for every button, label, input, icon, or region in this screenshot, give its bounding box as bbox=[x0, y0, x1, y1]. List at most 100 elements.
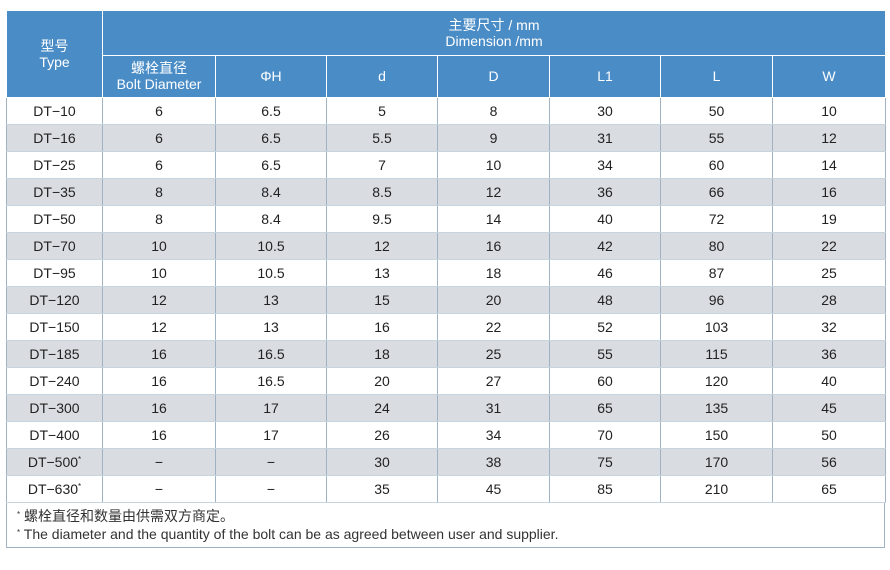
w-cell: 14 bbox=[771, 151, 887, 179]
d-large-cell: 25 bbox=[437, 340, 550, 368]
bolt-diameter-cell: 16 bbox=[102, 367, 216, 395]
bolt-diameter-cell: 16 bbox=[102, 340, 216, 368]
bolt-diameter-cell: 10 bbox=[102, 259, 216, 287]
l1-cell: 46 bbox=[549, 259, 661, 287]
table-row: DT−185 16 16.5 18 25 55 115 36 bbox=[6, 340, 887, 368]
l1-cell: 55 bbox=[549, 340, 661, 368]
table-row: DT−240 16 16.5 20 27 60 120 40 bbox=[6, 367, 887, 395]
col-header-w: W bbox=[771, 54, 887, 98]
d-small-cell: 15 bbox=[326, 286, 438, 314]
type-cell: DT−95 bbox=[6, 259, 103, 287]
col-header-d-small: d bbox=[326, 54, 438, 98]
w-cell: 50 bbox=[771, 421, 887, 449]
type-value: DT−120 bbox=[29, 292, 80, 308]
dimension-header-en: Dimension /mm bbox=[445, 32, 543, 49]
type-value: DT−500 bbox=[27, 454, 79, 470]
type-cell: DT−630* bbox=[6, 475, 103, 503]
w-cell: 10 bbox=[771, 97, 887, 125]
w-cell: 56 bbox=[771, 448, 887, 476]
d-small-cell: 7 bbox=[326, 151, 438, 179]
d-small-cell: 35 bbox=[326, 475, 438, 503]
d-large-cell: 14 bbox=[437, 205, 550, 233]
phi-h-cell: 16.5 bbox=[215, 340, 327, 368]
phi-h-cell: 13 bbox=[215, 313, 327, 341]
col-header-d-large: D bbox=[437, 54, 550, 98]
w-cell: 25 bbox=[771, 259, 887, 287]
phi-h-cell: 10.5 bbox=[215, 232, 327, 260]
footnote-mark: * bbox=[17, 528, 21, 537]
l-cell: 66 bbox=[660, 178, 773, 206]
bolt-diameter-cell: 16 bbox=[102, 394, 216, 422]
table-row: DT−500* − −30 38 75 170 56 bbox=[6, 448, 887, 476]
type-header: 型号 Type bbox=[6, 10, 103, 98]
type-cell: DT−35 bbox=[6, 178, 103, 206]
footnote-zh-text: 螺栓直径和数量由供需双方商定。 bbox=[24, 508, 235, 524]
l1-cell: 34 bbox=[549, 151, 661, 179]
type-header-en: Type bbox=[39, 54, 70, 70]
type-cell: DT−25 bbox=[6, 151, 103, 179]
w-cell: 22 bbox=[771, 232, 887, 260]
footnote-en-text: The diameter and the quantity of the bol… bbox=[23, 526, 559, 542]
bolt-diameter-cell: 12 bbox=[102, 313, 216, 341]
bolt-diameter-cell: 6 bbox=[102, 124, 216, 152]
l-cell: 87 bbox=[660, 259, 773, 287]
type-header-zh: 型号 bbox=[40, 38, 69, 54]
phi-h-cell: 6.5 bbox=[215, 97, 327, 125]
d-large-cell: 18 bbox=[437, 259, 550, 287]
type-cell: DT−185 bbox=[6, 340, 103, 368]
d-large-cell: 10 bbox=[437, 151, 550, 179]
type-value: DT−25 bbox=[33, 157, 76, 173]
l1-cell: 52 bbox=[549, 313, 661, 341]
d-large-cell: 8 bbox=[437, 97, 550, 125]
d-large-cell: 16 bbox=[437, 232, 550, 260]
w-cell: 16 bbox=[771, 178, 887, 206]
phi-h-cell: − bbox=[215, 475, 327, 503]
type-value: DT−35 bbox=[33, 184, 76, 200]
w-cell: 40 bbox=[771, 367, 887, 395]
d-large-cell: 38 bbox=[437, 448, 550, 476]
type-value: DT−50 bbox=[33, 211, 76, 227]
type-value: DT−10 bbox=[33, 103, 76, 119]
table-row: DT−630* − −35 45 85 210 65 bbox=[6, 475, 887, 503]
d-small-cell: 5.5 bbox=[326, 124, 438, 152]
type-cell: DT−70 bbox=[6, 232, 103, 260]
l-cell: 170 bbox=[660, 448, 773, 476]
bolt-diameter-cell: 6 bbox=[102, 97, 216, 125]
footnote: * 螺栓直径和数量由供需双方商定。 * The diameter and the… bbox=[6, 503, 885, 548]
w-cell: 28 bbox=[771, 286, 887, 314]
d-large-cell: 9 bbox=[437, 124, 550, 152]
type-cell: DT−500* bbox=[6, 448, 103, 476]
d-small-cell: 9.5 bbox=[326, 205, 438, 233]
col-header-l: L bbox=[660, 54, 773, 98]
type-value: DT−400 bbox=[29, 427, 80, 443]
d-large-cell: 22 bbox=[437, 313, 550, 341]
d-small-cell: 20 bbox=[326, 367, 438, 395]
bolt-diameter-cell: 8 bbox=[102, 205, 216, 233]
l-cell: 60 bbox=[660, 151, 773, 179]
type-cell: DT−16 bbox=[6, 124, 103, 152]
type-value: DT−240 bbox=[29, 373, 80, 389]
l-cell: 50 bbox=[660, 97, 773, 125]
phi-h-cell: − bbox=[215, 448, 327, 476]
w-cell: 32 bbox=[771, 313, 887, 341]
table-row: DT−400 16 17 26 34 70 150 50 bbox=[6, 421, 887, 449]
phi-h-cell: 8.4 bbox=[215, 205, 327, 233]
table-row: DT−50 8 8.4 9.5 14 40 72 19 bbox=[6, 205, 887, 233]
type-cell: DT−400 bbox=[6, 421, 103, 449]
d-large-cell: 31 bbox=[437, 394, 550, 422]
type-value: DT−70 bbox=[33, 238, 76, 254]
table-row: DT−16 6 6.5 5.5 9 31 55 12 bbox=[6, 124, 887, 152]
w-cell: 12 bbox=[771, 124, 887, 152]
table-row: DT−120 12 13 15 20 48 96 28 bbox=[6, 286, 887, 314]
bolt-header-en: Bolt Diameter bbox=[116, 76, 202, 93]
l-cell: 150 bbox=[660, 421, 773, 449]
phi-h-cell: 17 bbox=[215, 421, 327, 449]
l1-cell: 48 bbox=[549, 286, 661, 314]
footnote-mark: * bbox=[78, 455, 82, 464]
type-cell: DT−120 bbox=[6, 286, 103, 314]
l1-cell: 85 bbox=[549, 475, 661, 503]
d-small-cell: 30 bbox=[326, 448, 438, 476]
d-large-cell: 27 bbox=[437, 367, 550, 395]
phi-h-cell: 17 bbox=[215, 394, 327, 422]
dimension-table-container: 型号 Type 主要尺寸 / mm Dimension /mm 螺栓直径 Bol… bbox=[6, 10, 887, 548]
